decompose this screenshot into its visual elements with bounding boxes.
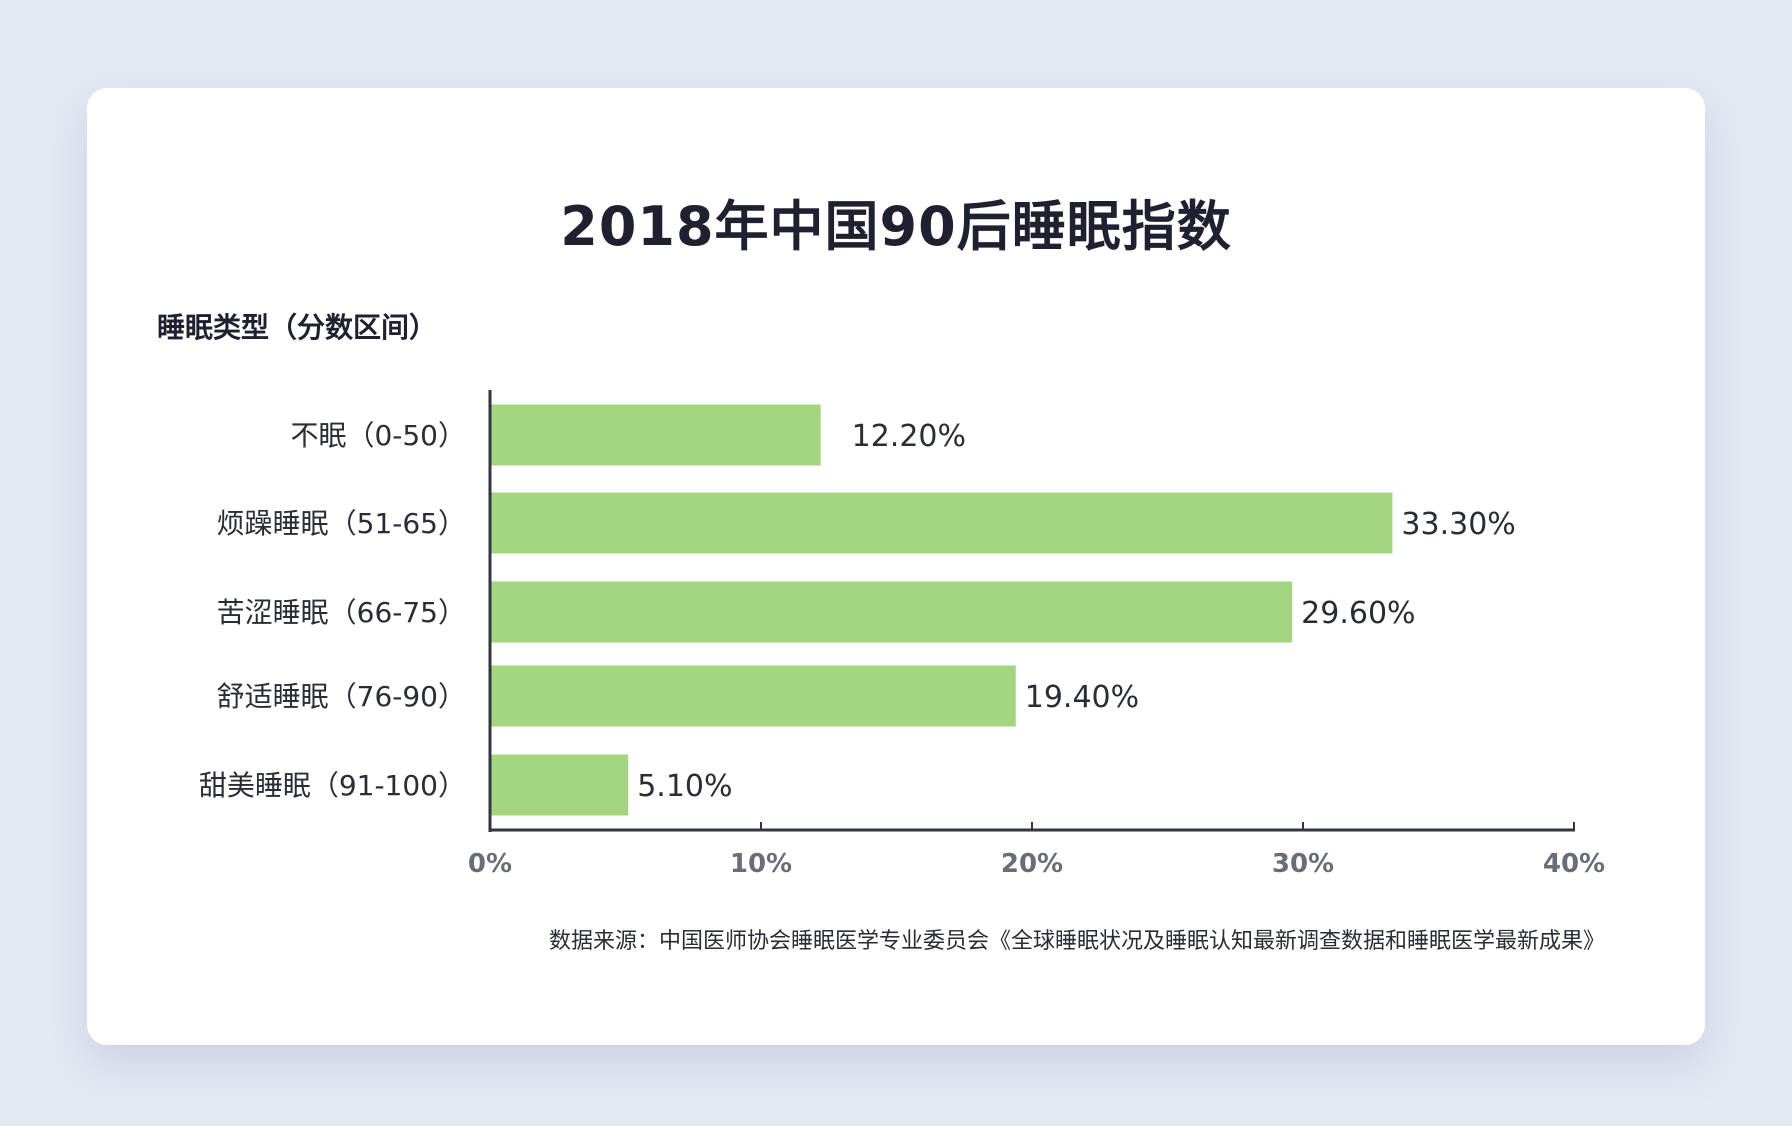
chart-card: 2018年中国90后睡眠指数 睡眠类型（分数区间） 不眠（0-50） 12.20%… — [87, 88, 1705, 1045]
bar — [490, 754, 629, 816]
category-label: 烦躁睡眠（51-65） — [217, 507, 466, 540]
x-tick-label: 30% — [1272, 849, 1334, 879]
x-tick-label: 20% — [1001, 849, 1063, 879]
bar — [490, 581, 1293, 643]
value-label: 12.20% — [852, 419, 966, 454]
bar — [490, 404, 821, 466]
bar-chart: 不眠（0-50） 12.20% 烦躁睡眠（51-65） 33.30% 苦涩睡眠（66-7… — [199, 390, 1605, 879]
bar — [490, 665, 1016, 727]
value-label: 5.10% — [637, 769, 732, 804]
value-label: 33.30% — [1401, 507, 1515, 542]
chart-title: 2018年中国90后睡眠指数 — [560, 195, 1232, 258]
x-tick-label: 0% — [468, 849, 512, 879]
value-label: 29.60% — [1301, 596, 1415, 631]
y-axis-title: 睡眠类型（分数区间） — [157, 311, 438, 344]
value-label: 19.40% — [1025, 680, 1139, 715]
category-label: 甜美睡眠（91-100） — [199, 769, 466, 802]
bar — [490, 492, 1393, 554]
source-note: 数据来源：中国医师协会睡眠医学专业委员会《全球睡眠状况及睡眠认知最新调查数据和睡… — [548, 929, 1605, 954]
category-label: 舒适睡眠（76-90） — [217, 680, 466, 713]
x-tick-label: 10% — [730, 849, 792, 879]
category-label: 不眠（0-50） — [290, 419, 466, 452]
category-label: 苦涩睡眠（66-75） — [217, 596, 466, 629]
x-tick-label: 40% — [1543, 849, 1605, 879]
